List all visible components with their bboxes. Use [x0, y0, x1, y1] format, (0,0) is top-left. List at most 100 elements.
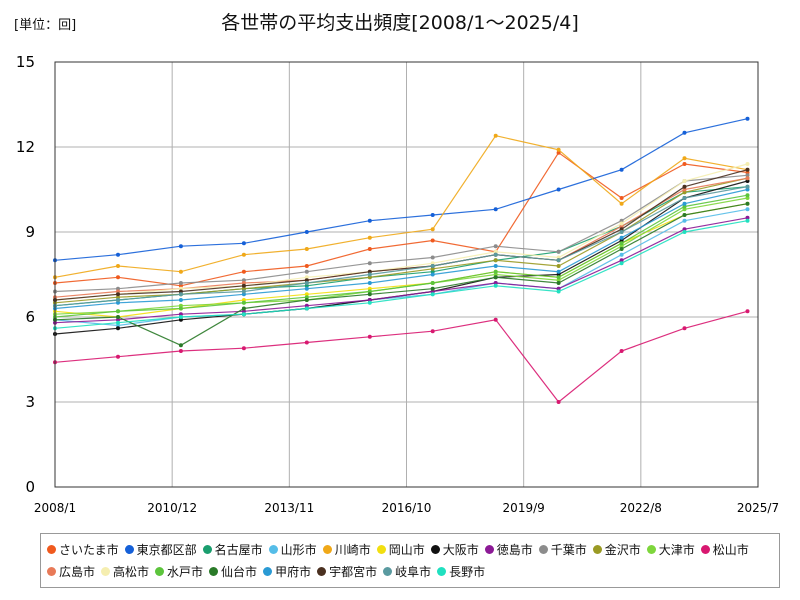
series-point [682, 201, 687, 206]
series-point [619, 261, 624, 266]
legend-item: 甲府市 [263, 561, 311, 583]
legend-label: 岐阜市 [395, 565, 432, 579]
series-point [367, 261, 372, 266]
series-point [178, 286, 183, 291]
series-point [241, 346, 246, 351]
series-point [178, 283, 183, 288]
series-point [745, 207, 750, 212]
series-point [619, 196, 624, 200]
series-point [241, 252, 246, 257]
series-point [116, 323, 120, 328]
series-point [116, 309, 120, 314]
series-point [367, 269, 372, 274]
series-point [304, 298, 309, 302]
series-point [304, 230, 309, 234]
legend-label: 岡山市 [388, 543, 425, 557]
series-point [745, 187, 750, 192]
series-point [745, 215, 750, 220]
series-point [304, 269, 309, 274]
chart-title: 各世帯の平均支出頻度[2008/1～2025/4] [221, 12, 579, 34]
legend-marker-icon [155, 567, 165, 576]
legend-item: 岐阜市 [383, 561, 431, 583]
series-point [430, 264, 435, 268]
plot-area-border [54, 61, 759, 488]
series-point [682, 218, 687, 223]
series-point [745, 170, 750, 175]
series-point [556, 249, 561, 254]
series-point [493, 264, 498, 268]
series-point [241, 292, 246, 297]
unit-label: [単位：回] [14, 18, 77, 33]
series-point [116, 315, 120, 319]
legend-marker-icon [322, 545, 332, 554]
legend-label: 松山市 [712, 543, 749, 557]
legend-item: 名古屋市 [202, 539, 263, 561]
series-point [430, 329, 435, 334]
legend-item: 大阪市 [430, 539, 479, 561]
series-point [116, 354, 120, 359]
legend-item: 仙台市 [209, 561, 257, 583]
series-point [178, 244, 183, 249]
series-point [241, 286, 246, 291]
series-line [54, 174, 748, 293]
series-point [304, 303, 309, 308]
legend-marker-icon [538, 545, 548, 554]
series-point [745, 176, 750, 181]
series-宇都宮市 [53, 167, 750, 302]
series-point [178, 292, 183, 297]
series-line [54, 217, 748, 324]
series-point [367, 281, 372, 285]
series-point [619, 244, 624, 249]
series-point [241, 289, 246, 294]
y-tick-label: 9 [25, 223, 35, 241]
series-point [116, 320, 120, 325]
series-line [54, 310, 748, 403]
legend-marker-icon [383, 567, 393, 576]
series-point [556, 289, 561, 294]
series-point [304, 292, 309, 297]
series-line [54, 169, 748, 301]
series-line [54, 203, 748, 346]
series-point [745, 116, 750, 121]
legend-marker-icon [202, 545, 212, 554]
series-point [367, 218, 372, 223]
series-point [116, 317, 120, 322]
series-point [745, 218, 750, 223]
legend-marker-icon [47, 567, 56, 576]
series-point [430, 272, 435, 277]
series-point [304, 286, 309, 291]
series-point [682, 213, 687, 217]
legend-item: 東京都区部 [124, 539, 197, 561]
series-point [367, 298, 372, 302]
series-point [619, 258, 624, 263]
series-point [241, 283, 246, 288]
series-point [619, 201, 624, 206]
series-point [178, 343, 183, 348]
series-line [54, 203, 748, 318]
legend-label: 広島市 [59, 565, 96, 579]
series-point [116, 298, 120, 302]
series-東京都区部 [53, 116, 750, 263]
legend-item: 水戸市 [155, 561, 203, 583]
series-point [619, 241, 624, 246]
series-point [304, 281, 309, 285]
x-tick-label: 2013/11 [264, 501, 314, 515]
series-point [682, 326, 687, 331]
series-point [241, 278, 246, 283]
series-長野市 [53, 218, 750, 331]
series-point [556, 147, 561, 152]
legend-marker-icon [124, 545, 134, 554]
series-大阪市 [53, 179, 750, 336]
legend-marker-icon [209, 567, 219, 576]
series-point [619, 218, 624, 223]
series-point [682, 227, 687, 232]
legend-label: 長野市 [449, 565, 486, 579]
series-line [54, 220, 748, 329]
series-point [304, 306, 309, 311]
legend-item: 大津市 [646, 539, 695, 561]
series-point [493, 283, 498, 288]
series-point [682, 230, 687, 234]
series-point [619, 252, 624, 257]
series-point [178, 298, 183, 302]
